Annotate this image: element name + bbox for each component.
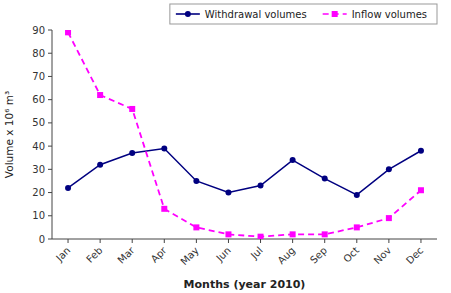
point [418, 148, 424, 154]
point [193, 224, 199, 230]
x-tick-label: Oct [341, 245, 361, 265]
point [129, 150, 135, 156]
x-tick-label: May [178, 245, 200, 267]
series-line [68, 148, 421, 194]
point [225, 231, 231, 237]
y-tick-label: 0 [39, 234, 45, 245]
y-tick [48, 76, 52, 77]
x-tick [388, 239, 389, 243]
y-axis-label: Volume x 10⁶ m³ [3, 91, 15, 178]
y-tick-label: 30 [32, 164, 45, 175]
x-tick-label: Apr [149, 244, 170, 265]
x-tick-label: Feb [84, 245, 104, 265]
point [290, 157, 296, 163]
series-line [68, 32, 421, 236]
y-tick-label: 80 [32, 48, 45, 59]
y-tick-label: 20 [32, 187, 45, 198]
y-tick [48, 239, 52, 240]
x-tick-label: Sep [308, 245, 329, 266]
x-tick [164, 239, 165, 243]
point [161, 145, 167, 151]
point [354, 192, 360, 198]
y-tick [48, 122, 52, 123]
point [322, 176, 328, 182]
x-tick [100, 239, 101, 243]
legend-item: Withdrawal volumes [176, 9, 307, 20]
point [354, 224, 360, 230]
legend-label: Withdrawal volumes [205, 9, 307, 20]
y-tick-label: 90 [32, 25, 45, 36]
x-tick [260, 239, 261, 243]
series-group [65, 30, 424, 239]
x-tick [196, 239, 197, 243]
legend-label: Inflow volumes [352, 9, 427, 20]
y-tick-label: 10 [32, 210, 45, 221]
x-tick [292, 239, 293, 243]
point [129, 106, 135, 112]
x-axis-label: Months (year 2010) [184, 278, 306, 291]
x-tick-label: Mar [115, 244, 137, 266]
point [225, 190, 231, 196]
point [290, 231, 296, 237]
point [65, 30, 71, 35]
point [258, 183, 264, 189]
point [418, 187, 424, 193]
point [97, 92, 103, 98]
point [97, 162, 103, 168]
x-tick-label: Jun [213, 245, 233, 265]
x-tick-label: Aug [275, 245, 297, 267]
legend-item: Inflow volumes [323, 9, 427, 20]
legend-marker [185, 11, 191, 17]
point [386, 166, 392, 172]
point [161, 206, 167, 212]
point [386, 215, 392, 221]
y-tick-label: 50 [32, 117, 45, 128]
x-tick-label: Nov [372, 245, 394, 267]
y-tick [48, 30, 52, 31]
point [258, 234, 264, 239]
x-tick [132, 239, 133, 243]
chart: 0 10 20 30 40 50 60 70 80 90 Jan Feb Mar Apr May Jun Jul… [0, 0, 451, 293]
legend: Withdrawal volumes Inflow volumes [170, 4, 437, 24]
legend-marker [332, 11, 338, 17]
x-tick-label: Jan [53, 245, 72, 264]
x-tick [324, 239, 325, 243]
y-tick-label: 40 [32, 141, 45, 152]
x-tick-label: Jul [248, 245, 265, 262]
x-tick [228, 239, 229, 243]
y-tick [48, 215, 52, 216]
y-tick-label: 70 [32, 71, 45, 82]
point [65, 185, 71, 191]
x-tick [68, 239, 69, 243]
y-tick-label: 60 [32, 94, 45, 105]
x-axis [52, 239, 437, 240]
y-tick [48, 192, 52, 193]
y-tick [48, 53, 52, 54]
y-tick [48, 146, 52, 147]
legend-frame [170, 4, 437, 24]
point [193, 178, 199, 184]
point [322, 231, 328, 237]
x-tick [420, 239, 421, 243]
x-tick-label: Dec [404, 245, 425, 266]
x-tick [356, 239, 357, 243]
y-tick [48, 169, 52, 170]
y-axis [52, 30, 53, 239]
y-tick [48, 99, 52, 100]
